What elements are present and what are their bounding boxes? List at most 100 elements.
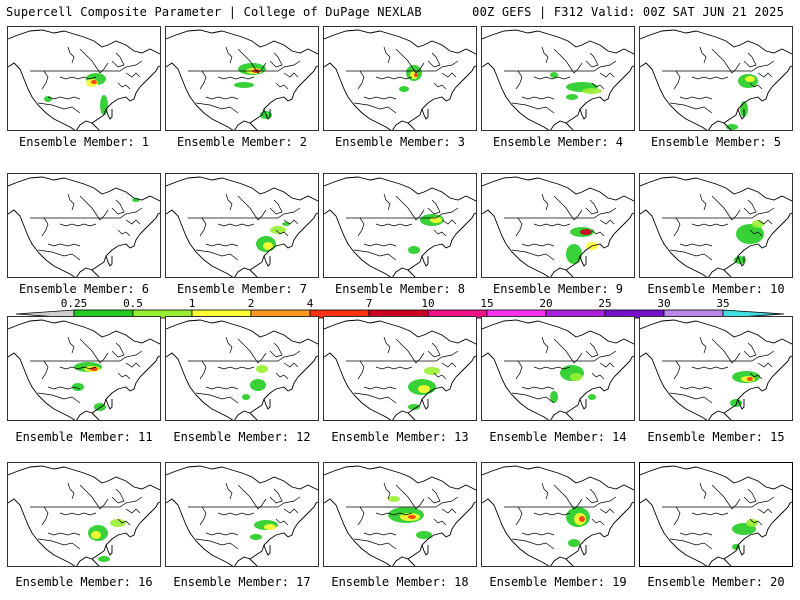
coastline (421, 544, 429, 556)
scp-contour-blob (408, 404, 420, 410)
lake-or-coast-detail (199, 70, 207, 90)
lake-or-coast-detail (275, 372, 289, 380)
member-caption: Ensemble Member: 3 (334, 135, 466, 149)
member-caption: Ensemble Member: 5 (650, 135, 782, 149)
lake-or-coast-detail (383, 193, 391, 211)
coastline (392, 501, 476, 566)
lake-or-coast-detail (599, 219, 615, 225)
ensemble-map-panel (165, 26, 319, 131)
coastline (482, 352, 550, 420)
lake-or-coast-detail (125, 362, 141, 368)
ensemble-map-panel (639, 26, 793, 131)
colorbar-tick-label: 30 (657, 297, 670, 310)
lake-or-coast-detail (383, 482, 391, 500)
coastline (76, 355, 160, 420)
lake-or-coast-detail (679, 386, 713, 390)
scp-contour-blob (568, 539, 580, 547)
coastline (640, 176, 792, 202)
lake-or-coast-detail (41, 506, 49, 526)
lake-or-coast-detail (757, 72, 773, 78)
north-america-map (640, 465, 792, 566)
coastline (421, 255, 429, 267)
ensemble-map-panel (323, 316, 477, 421)
coastline (8, 29, 160, 55)
lake-or-coast-detail (699, 46, 707, 64)
ensemble-map-panel (639, 316, 793, 421)
us-mexico-border (669, 249, 713, 261)
coastline (234, 501, 318, 566)
lake-or-coast-detail (757, 362, 773, 368)
scp-contour-blob (399, 86, 409, 92)
scp-contour-blob (579, 516, 585, 522)
coastline (392, 65, 476, 130)
scp-contour-blob (250, 534, 262, 540)
lake-or-coast-detail (283, 219, 299, 225)
us-mexico-border (353, 538, 397, 550)
scp-contour-blob (234, 82, 254, 88)
coastline (249, 269, 258, 277)
lake-or-coast-detail (205, 386, 239, 390)
scp-contour-blob (746, 519, 758, 527)
lake-or-coast-detail (357, 360, 365, 380)
coastline (482, 62, 550, 130)
north-america-map (8, 29, 160, 130)
ensemble-map-panel (323, 462, 477, 567)
us-canada-border (346, 496, 459, 508)
lake-or-coast-detail (375, 76, 413, 80)
ensemble-map-panel (165, 316, 319, 421)
us-mexico-border (37, 102, 81, 114)
lake-or-coast-detail (441, 508, 457, 514)
us-canada-border (30, 207, 143, 219)
lake-or-coast-detail (217, 223, 255, 227)
lake-or-coast-detail (515, 506, 523, 526)
lake-or-coast-detail (117, 82, 131, 90)
ensemble-map-panel (323, 173, 477, 278)
scp-contour-blob (408, 515, 416, 519)
north-america-map (8, 465, 160, 566)
lake-or-coast-detail (111, 488, 125, 504)
coastline (482, 465, 634, 491)
coastline (723, 122, 732, 130)
coastline (8, 352, 76, 420)
us-canada-border (346, 207, 459, 219)
coastline (263, 255, 271, 267)
lake-or-coast-detail (679, 243, 713, 247)
coastline (550, 212, 634, 277)
lake-or-coast-detail (67, 193, 75, 211)
lake-or-coast-detail (237, 484, 267, 510)
coastline (105, 398, 113, 410)
coastline (579, 255, 587, 267)
lake-or-coast-detail (269, 342, 283, 358)
ensemble-map-panel (165, 462, 319, 567)
lake-or-coast-detail (199, 506, 207, 526)
coastline (91, 269, 100, 277)
ensemble-map-panel (481, 462, 635, 567)
lake-or-coast-detail (199, 360, 207, 380)
lake-or-coast-detail (205, 243, 239, 247)
lake-or-coast-detail (383, 336, 391, 354)
lake-or-coast-detail (117, 518, 131, 526)
lake-or-coast-detail (395, 195, 425, 221)
lake-or-coast-detail (699, 482, 707, 500)
scp-contour-blob (91, 531, 101, 539)
north-america-map (640, 29, 792, 130)
coastline (579, 108, 587, 120)
member-caption: Ensemble Member: 12 (173, 430, 311, 444)
member-caption: Ensemble Member: 20 (647, 575, 785, 589)
scp-contour-blob (242, 394, 250, 400)
lake-or-coast-detail (743, 199, 757, 215)
us-canada-border (346, 350, 459, 362)
coastline (166, 319, 318, 345)
coastline (263, 544, 271, 556)
coastline (392, 212, 476, 277)
lake-or-coast-detail (749, 372, 763, 380)
coastline (8, 209, 76, 277)
lake-or-coast-detail (225, 193, 233, 211)
us-mexico-border (353, 102, 397, 114)
lake-or-coast-detail (673, 70, 681, 90)
lake-or-coast-detail (679, 532, 713, 536)
lake-or-coast-detail (67, 482, 75, 500)
lake-or-coast-detail (363, 386, 397, 390)
lake-or-coast-detail (691, 76, 729, 80)
coastline (324, 498, 392, 566)
